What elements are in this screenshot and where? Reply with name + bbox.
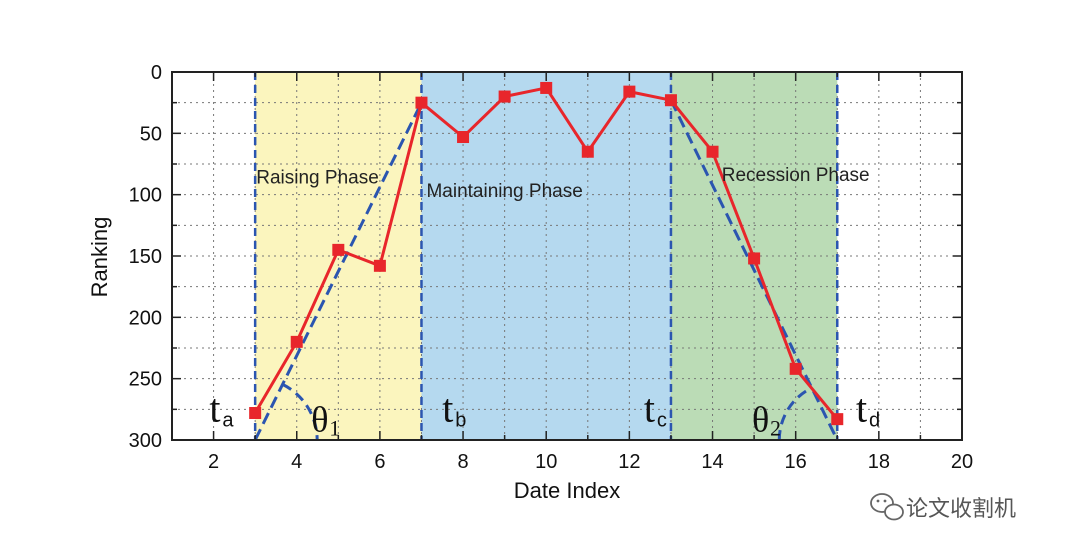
- data-point: [415, 96, 428, 109]
- angle-arc-2: [777, 386, 813, 441]
- phase-label-3: Recession Phase: [722, 165, 870, 186]
- y-axis-ticks: 0 50 100 150 200 250 300: [129, 62, 962, 452]
- boundary-label-sub: b: [455, 409, 466, 431]
- x-tick-label: 20: [951, 451, 973, 473]
- y-tick-label: 300: [129, 430, 162, 452]
- data-point: [498, 90, 511, 103]
- data-point: [789, 362, 802, 375]
- watermark: 论文收割机: [870, 493, 1016, 522]
- data-point: [748, 252, 761, 265]
- data-point: [373, 259, 386, 272]
- data-point: [664, 94, 677, 107]
- boundary-label-sub: c: [657, 409, 667, 431]
- phase-label-1: Raising Phase: [256, 167, 379, 188]
- watermark-text: 论文收割机: [906, 497, 1016, 522]
- x-tick-label: 12: [618, 451, 640, 473]
- y-tick-label: 200: [129, 307, 162, 329]
- data-point: [457, 131, 470, 144]
- angle-arcs: [281, 383, 813, 441]
- data-point: [623, 85, 636, 98]
- phase-labels: Raising Phase Maintaining Phase Recession …: [256, 165, 869, 202]
- data-point: [249, 407, 262, 420]
- y-tick-label: 0: [151, 62, 162, 84]
- x-tick-label: 14: [701, 451, 723, 473]
- x-axis-ticks: 2 4 6 8 10 12 14 16 18 20: [208, 72, 973, 473]
- y-tick-label: 150: [129, 246, 162, 268]
- data-point: [581, 145, 594, 158]
- x-tick-label: 16: [785, 451, 807, 473]
- data-series: [249, 81, 844, 426]
- phase-boundaries: [253, 72, 839, 440]
- boundary-label-main: t: [856, 385, 867, 430]
- boundary-label-main: t: [209, 385, 220, 430]
- angle-label-main: θ: [311, 399, 328, 439]
- x-axis-title: Date Index: [514, 478, 620, 503]
- data-point: [290, 335, 303, 348]
- y-axis-title: Ranking: [87, 217, 112, 298]
- wechat-icon: [870, 493, 904, 521]
- boundary-label-main: t: [644, 385, 655, 430]
- boundary-label-main: t: [442, 385, 453, 430]
- x-tick-label: 18: [868, 451, 890, 473]
- x-tick-label: 2: [208, 451, 219, 473]
- boundary-label-sub: d: [869, 409, 880, 431]
- angle-arc-1: [281, 383, 319, 441]
- y-tick-label: 50: [140, 123, 162, 145]
- angle-label-main: θ: [752, 399, 769, 439]
- data-point: [540, 81, 553, 94]
- x-tick-label: 8: [457, 451, 468, 473]
- y-tick-label: 100: [129, 185, 162, 207]
- boundary-label-sub: a: [222, 409, 234, 431]
- x-tick-label: 6: [374, 451, 385, 473]
- phase-label-2: Maintaining Phase: [426, 181, 582, 202]
- x-tick-label: 10: [535, 451, 557, 473]
- data-point: [332, 243, 345, 256]
- angle-label-sub: 2: [770, 415, 781, 440]
- y-tick-label: 250: [129, 369, 162, 391]
- data-point: [831, 413, 844, 426]
- data-point: [706, 145, 719, 158]
- x-tick-label: 4: [291, 451, 302, 473]
- angle-label-sub: 1: [329, 415, 340, 440]
